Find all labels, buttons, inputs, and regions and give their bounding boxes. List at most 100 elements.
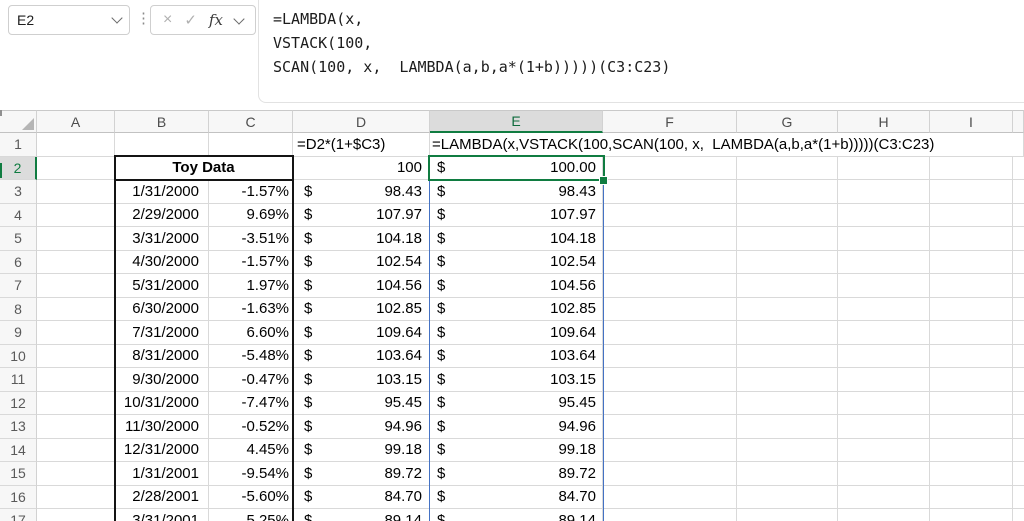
cell-col-a[interactable] xyxy=(37,368,115,392)
cell-date[interactable]: 9/30/2000 xyxy=(115,368,209,392)
cell-col-g[interactable] xyxy=(737,180,838,204)
name-box-splitter-icon[interactable]: ⋮ xyxy=(136,10,151,27)
cell-c1[interactable] xyxy=(209,133,293,157)
cell-a2[interactable] xyxy=(37,156,115,180)
cell-col-i[interactable] xyxy=(930,509,1013,521)
cell-b1[interactable] xyxy=(115,133,209,157)
cell-col-i[interactable] xyxy=(930,462,1013,486)
cell-wealth-d[interactable]: $ 109.64 xyxy=(293,321,430,345)
row-header[interactable]: 6 xyxy=(0,250,37,274)
cell-h2[interactable] xyxy=(838,156,930,180)
formula-input[interactable]: =LAMBDA(x, VSTACK(100, SCAN(100, x, LAMB… xyxy=(258,0,1024,103)
cell-col-h[interactable] xyxy=(838,438,930,462)
row-header-2-selected[interactable]: 2 xyxy=(0,156,37,180)
cell-col-f[interactable] xyxy=(603,203,737,227)
row-header[interactable]: 7 xyxy=(0,274,37,298)
name-box[interactable]: E2 xyxy=(8,5,130,35)
cell-col-g[interactable] xyxy=(737,509,838,521)
cell-date[interactable]: 11/30/2000 xyxy=(115,415,209,439)
fill-handle[interactable] xyxy=(599,176,608,185)
cell-col-h[interactable] xyxy=(838,250,930,274)
cell-col-g[interactable] xyxy=(737,297,838,321)
cell-col-a[interactable] xyxy=(37,485,115,509)
cell-col-a[interactable] xyxy=(37,344,115,368)
cell-col-g[interactable] xyxy=(737,485,838,509)
column-header-b[interactable]: B xyxy=(115,110,209,133)
cell-wealth-d[interactable]: $ 95.45 xyxy=(293,391,430,415)
row-header[interactable]: 12 xyxy=(0,391,37,415)
cell-monthly-return[interactable]: -1.57% xyxy=(209,250,293,274)
cell-col-i[interactable] xyxy=(930,180,1013,204)
column-header-f[interactable]: F xyxy=(603,110,737,133)
row-header[interactable]: 3 xyxy=(0,180,37,204)
cell-col-a[interactable] xyxy=(37,321,115,345)
cell-wealth-d[interactable]: $ 102.85 xyxy=(293,297,430,321)
cell-monthly-return[interactable]: -3.51% xyxy=(209,227,293,251)
cell-col-h[interactable] xyxy=(838,203,930,227)
column-header-a[interactable]: A xyxy=(37,110,115,133)
cell-col-i[interactable] xyxy=(930,203,1013,227)
cell-col-g[interactable] xyxy=(737,462,838,486)
cell-col-g[interactable] xyxy=(737,391,838,415)
cell-wealth-d[interactable]: $ 104.56 xyxy=(293,274,430,298)
cell-col-i[interactable] xyxy=(930,321,1013,345)
cell-col-f[interactable] xyxy=(603,391,737,415)
cell-col-h[interactable] xyxy=(838,274,930,298)
cell-col-h[interactable] xyxy=(838,368,930,392)
cell-col-g[interactable] xyxy=(737,344,838,368)
cell-monthly-return[interactable]: 5.25% xyxy=(209,509,293,521)
cell-date[interactable]: 12/31/2000 xyxy=(115,438,209,462)
cell-col-f[interactable] xyxy=(603,227,737,251)
cell-monthly-return[interactable]: 1.97% xyxy=(209,274,293,298)
cell-wealth-e-spill[interactable]: $ 94.96 xyxy=(430,415,603,439)
cell-date[interactable]: 4/30/2000 xyxy=(115,250,209,274)
select-all-button[interactable] xyxy=(0,110,37,133)
cell-wealth-d[interactable]: $ 99.18 xyxy=(293,438,430,462)
cell-wealth-e-spill[interactable]: $ 84.70 xyxy=(430,485,603,509)
cell-a1[interactable] xyxy=(37,133,115,157)
cell-monthly-return[interactable]: -0.47% xyxy=(209,368,293,392)
cell-col-a[interactable] xyxy=(37,227,115,251)
cell-wealth-d[interactable]: $ 94.96 xyxy=(293,415,430,439)
cell-wealth-e-spill[interactable]: $ 99.18 xyxy=(430,438,603,462)
cell-monthly-return[interactable]: 6.60% xyxy=(209,321,293,345)
row-header[interactable]: 5 xyxy=(0,227,37,251)
cell-col-h[interactable] xyxy=(838,344,930,368)
cell-wealth-d[interactable]: $ 103.15 xyxy=(293,368,430,392)
cell-col-i[interactable] xyxy=(930,391,1013,415)
cell-d2-seed-value[interactable]: 100 xyxy=(293,156,430,180)
cell-wealth-e-spill[interactable]: $ 109.64 xyxy=(430,321,603,345)
row-header[interactable]: 8 xyxy=(0,297,37,321)
name-box-dropdown-icon[interactable] xyxy=(111,12,123,24)
cell-col-g[interactable] xyxy=(737,368,838,392)
cell-col-h[interactable] xyxy=(838,180,930,204)
cell-wealth-e-spill[interactable]: $ 102.54 xyxy=(430,250,603,274)
cell-col-h[interactable] xyxy=(838,321,930,345)
cell-col-i[interactable] xyxy=(930,297,1013,321)
cell-monthly-return[interactable]: -9.54% xyxy=(209,462,293,486)
cell-col-g[interactable] xyxy=(737,274,838,298)
cell-col-f[interactable] xyxy=(603,415,737,439)
toy-data-title-cell[interactable]: Toy Data xyxy=(115,156,293,180)
enter-icon[interactable]: ✓ xyxy=(184,11,197,29)
column-header-e-selected[interactable]: E xyxy=(430,110,603,133)
cell-col-i[interactable] xyxy=(930,438,1013,462)
cell-col-g[interactable] xyxy=(737,438,838,462)
cell-col-f[interactable] xyxy=(603,485,737,509)
cell-col-a[interactable] xyxy=(37,438,115,462)
row-header[interactable]: 14 xyxy=(0,438,37,462)
cell-wealth-e-spill[interactable]: $ 95.45 xyxy=(430,391,603,415)
insert-function-icon[interactable]: fx xyxy=(208,10,223,29)
cell-col-i[interactable] xyxy=(930,227,1013,251)
cell-monthly-return[interactable]: -1.63% xyxy=(209,297,293,321)
cell-col-h[interactable] xyxy=(838,415,930,439)
cell-col-a[interactable] xyxy=(37,180,115,204)
cell-date[interactable]: 7/31/2000 xyxy=(115,321,209,345)
cell-wealth-e-spill[interactable]: $ 98.43 xyxy=(430,180,603,204)
cell-date[interactable]: 2/28/2001 xyxy=(115,485,209,509)
cell-i2[interactable] xyxy=(930,156,1013,180)
cell-col-h[interactable] xyxy=(838,509,930,521)
cell-e2-active[interactable]: $ 100.00 xyxy=(430,156,603,180)
cell-col-f[interactable] xyxy=(603,274,737,298)
cancel-icon[interactable]: × xyxy=(163,11,173,28)
